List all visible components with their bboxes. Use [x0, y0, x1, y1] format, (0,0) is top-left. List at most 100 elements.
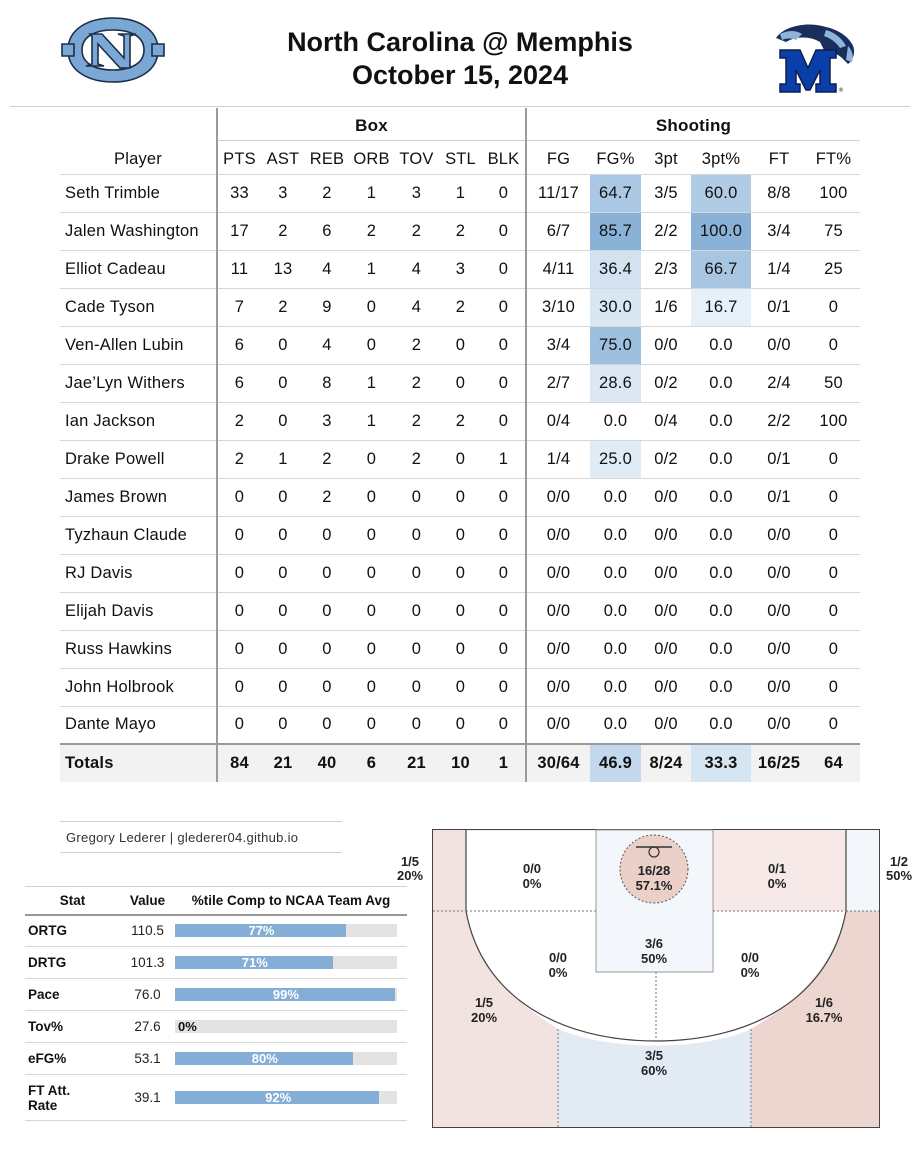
stat-cell-fg-pct: 0.0	[590, 667, 641, 706]
percentile-bar-track: 77%	[175, 923, 397, 939]
stat-cell-fg-pct: 85.7	[590, 211, 641, 250]
player-row: Cade Tyson 7 2 9 0 4 2 0 3/10 30.0 1/6 16.7 0/1 0	[60, 287, 860, 326]
stat-cell-ft-pct: 75	[807, 211, 860, 250]
stat-cell-fg: 2/7	[526, 363, 590, 402]
stat-cell-ft-pct: 0	[807, 287, 860, 326]
player-row: John Holbrook 0 0 0 0 0 0 0 0/0 0.0 0/0 0.0 0/0 0	[60, 667, 860, 706]
stats-header-row: Stat Value %tile Comp to NCAA Team Avg	[25, 886, 407, 916]
stat-cell-blk: 0	[482, 325, 527, 364]
player-row: Jalen Washington 17 2 6 2 2 2 0 6/7 85.7 2/2 100.0 3…	[60, 211, 860, 250]
zone-right-wing-three	[751, 911, 879, 1127]
stat-cell-tov: 0	[394, 667, 439, 706]
percentile-bar-track: 71%	[175, 955, 397, 970]
stat-cell-fg: 1/4	[526, 439, 590, 478]
stat-cell-orb: 0	[349, 591, 394, 630]
stat-cell-blk: 0	[482, 553, 527, 592]
zone-label-rim-pct: 57.1%	[636, 878, 673, 893]
player-row: Drake Powell 2 1 2 0 2 0 1 1/4 25.0 0/2 0.0 0/1 0	[60, 439, 860, 478]
player-row: Jae’Lyn Withers 6 0 8 1 2 0 0 2/7 28.6 0/2 0.0 2/4 50	[60, 363, 860, 402]
stat-cell-ft-pct: 0	[807, 629, 860, 668]
unc-logo-graphic	[61, 17, 165, 83]
column-header-3pt-pct: 3pt%	[701, 149, 741, 168]
zone-label-right-wing-made: 1/6	[815, 995, 833, 1010]
stat-cell-3pt-pct: 16.7	[691, 287, 751, 326]
stat-cell-orb: 0	[349, 553, 394, 592]
stat-cell-3pt-pct: 0.0	[691, 401, 751, 440]
stat-cell-fg-pct: 0.0	[590, 515, 641, 554]
stat-cell-3pt-pct: 0.0	[691, 325, 751, 364]
player-name: John Holbrook	[60, 667, 218, 706]
stat-cell-orb: 6	[349, 743, 394, 782]
stat-cell-orb: 0	[349, 439, 394, 478]
stat-cell-pts: 0	[217, 591, 261, 630]
player-name: Totals	[60, 743, 218, 782]
stat-cell-orb: 0	[349, 515, 394, 554]
stat-cell-3pt-pct: 0.0	[691, 553, 751, 592]
stat-name: ORTG	[25, 914, 120, 947]
zone-label-left-wing-made: 1/5	[475, 995, 493, 1010]
totals-row: Totals 84 21 40 6 21 10 1 30/64 46.9 8/24 33.3 16/25…	[60, 743, 860, 782]
stat-cell-orb: 0	[349, 629, 394, 668]
percentile-bar-label: 77%	[248, 923, 275, 939]
player-name: Ven-Allen Lubin	[60, 325, 218, 364]
zone-label-rim-made: 16/28	[638, 863, 671, 878]
stat-cell-stl: 0	[439, 629, 482, 668]
zone-label-left-short-mid-made: 0/0	[523, 861, 541, 876]
title-date: October 15, 2024	[351, 60, 569, 90]
stat-cell-fg: 30/64	[526, 743, 590, 782]
stat-cell-pts: 0	[217, 515, 261, 554]
percentile-bar-fill	[175, 924, 346, 938]
player-row: Ven-Allen Lubin 6 0 4 0 2 0 0 3/4 75.0 0/0 0.0 0/0 0	[60, 325, 860, 364]
stat-cell-tov: 0	[394, 705, 439, 744]
stat-cell-ast: 0	[261, 515, 305, 554]
stat-cell-fg-pct: 75.0	[590, 325, 641, 364]
stat-cell-stl: 2	[439, 287, 482, 326]
column-header-stl: STL	[445, 149, 476, 168]
stat-cell-fg: 11/17	[526, 173, 590, 212]
stat-cell-blk: 0	[482, 287, 527, 326]
stat-cell-ft: 0/1	[751, 439, 807, 478]
stat-cell-3pt: 0/0	[641, 629, 691, 668]
stat-cell-3pt: 2/3	[641, 249, 691, 288]
zone-label-paint-pct: 50%	[641, 951, 667, 966]
stat-value: 27.6	[120, 1010, 175, 1043]
stat-cell-tov: 21	[394, 743, 439, 782]
stat-percentile-cell: 99%	[175, 978, 407, 1011]
zone-label-right-short-mid-pct: 0%	[768, 876, 787, 891]
stat-cell-3pt-pct: 100.0	[691, 211, 751, 250]
title-matchup: North Carolina @ Memphis	[287, 27, 633, 57]
stat-cell-tov: 4	[394, 287, 439, 326]
stat-cell-orb: 2	[349, 211, 394, 250]
stat-cell-blk: 0	[482, 515, 527, 554]
player-row: Elliot Cadeau 11 13 4 1 4 3 0 4/11 36.4 2/3 66.7 1/4…	[60, 249, 860, 288]
stat-percentile-cell: 0%	[175, 1010, 407, 1043]
stat-cell-3pt-pct: 0.0	[691, 629, 751, 668]
column-header-ft-pct: FT%	[815, 149, 852, 168]
stat-cell-fg: 0/0	[526, 477, 590, 516]
stat-cell-ast: 0	[261, 363, 305, 402]
player-name: Jalen Washington	[60, 211, 218, 250]
stat-cell-ast: 0	[261, 667, 305, 706]
hoop	[648, 846, 660, 858]
zone-label-left-corner-made: 1/5	[400, 854, 420, 869]
stat-cell-fg-pct: 25.0	[590, 439, 641, 478]
stat-cell-pts: 2	[217, 401, 261, 440]
memphis-logo-graphic: ®	[776, 24, 855, 94]
stat-value: 39.1	[120, 1074, 175, 1121]
stat-cell-fg: 0/0	[526, 629, 590, 668]
stat-cell-3pt-pct: 33.3	[691, 743, 751, 782]
stat-cell-3pt: 3/5	[641, 173, 691, 212]
stat-cell-stl: 0	[439, 705, 482, 744]
stat-cell-blk: 0	[482, 667, 527, 706]
stat-cell-3pt: 2/2	[641, 211, 691, 250]
stat-cell-blk: 0	[482, 173, 527, 212]
stat-percentile-cell: 80%	[175, 1042, 407, 1075]
stat-cell-ft: 1/4	[751, 249, 807, 288]
stat-cell-reb: 0	[305, 667, 349, 706]
stat-row: Tov% 27.6 0%	[25, 1010, 407, 1043]
box-score-table: Box Shooting Player PTS AST REB ORB TOV STL BLK…	[60, 108, 860, 782]
percentile-bar-track: 92%	[175, 1090, 397, 1105]
column-group-row: Box Shooting	[60, 108, 860, 141]
player-row: Russ Hawkins 0 0 0 0 0 0 0 0/0 0.0 0/0 0.0 0/0 0	[60, 629, 860, 668]
stat-cell-3pt: 8/24	[641, 743, 691, 782]
